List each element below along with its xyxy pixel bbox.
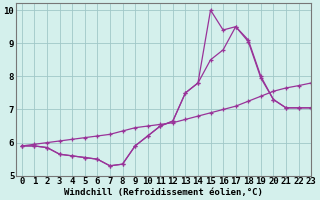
X-axis label: Windchill (Refroidissement éolien,°C): Windchill (Refroidissement éolien,°C)	[64, 188, 263, 197]
